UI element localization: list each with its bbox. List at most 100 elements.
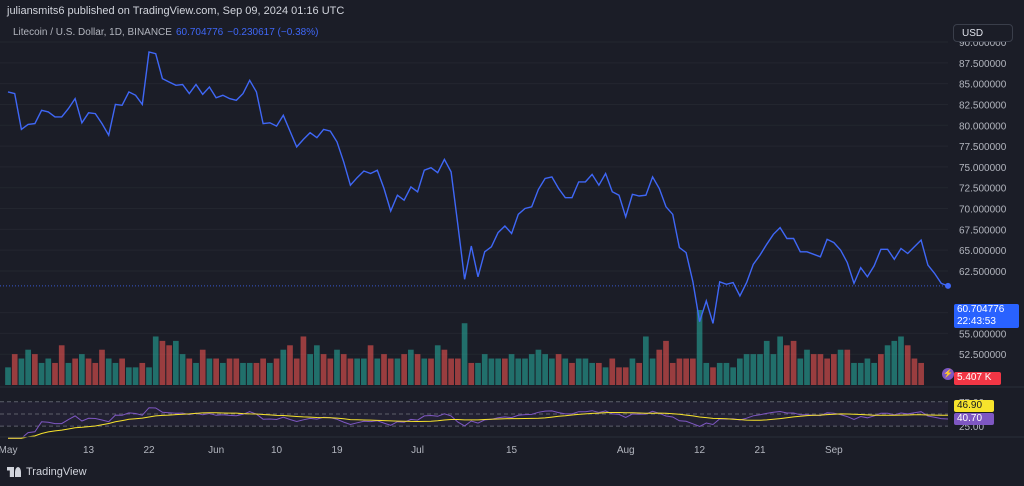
volume-bar (784, 345, 790, 385)
price-tick-label: 70.000000 (959, 205, 1007, 216)
volume-bar (696, 310, 703, 385)
volume-bar (824, 358, 830, 385)
volume-bar (636, 362, 642, 385)
volume-bar (777, 336, 783, 385)
volume-bar (542, 354, 548, 385)
flash-icon[interactable]: ⚡ (942, 368, 954, 380)
volume-bar (582, 358, 589, 385)
legend-last-price: 60.704776 (175, 27, 224, 38)
volume-bar (481, 354, 488, 385)
volume-bar (878, 354, 884, 385)
volume-bar (851, 362, 857, 385)
volume-bar (683, 358, 689, 385)
volume-bar (730, 367, 736, 385)
price-tick-label: 55.000000 (959, 329, 1007, 340)
time-tick-label: Aug (617, 445, 635, 456)
volume-bar (32, 354, 38, 385)
volume-bar (213, 358, 219, 385)
volume-bar (864, 358, 871, 385)
volume-bar (790, 340, 797, 385)
volume-bar (193, 362, 199, 385)
volume-bar (569, 362, 575, 385)
volume-bar (455, 358, 461, 385)
price-tick-label: 85.000000 (959, 80, 1007, 91)
volume-bar (126, 367, 132, 385)
rsi-tick-label: 25.00 (959, 422, 984, 433)
volume-bar (918, 362, 924, 385)
volume-bar (340, 354, 347, 385)
volume-bar (676, 358, 683, 385)
volume-bar (562, 358, 569, 385)
time-tick-label: 22 (143, 445, 155, 456)
price-tick-label: 72.500000 (959, 184, 1007, 195)
brand-logo[interactable]: TradingView (7, 466, 87, 478)
volume-bar (327, 358, 334, 385)
volume-bar (186, 358, 193, 385)
legend-change: −0.230617 (−0.38%) (227, 27, 319, 38)
volume-bar (448, 358, 454, 385)
volume-bar (609, 358, 616, 385)
time-tick-label: Jun (208, 445, 224, 456)
volume-bar (898, 336, 904, 385)
volume-bar (267, 362, 273, 385)
volume-bar (515, 358, 522, 385)
volume-bar (367, 345, 374, 385)
volume-bar (495, 358, 501, 385)
currency-button[interactable]: USD (953, 24, 1013, 42)
volume-bar (643, 336, 649, 385)
volume-bar (837, 349, 844, 385)
volume-bar (220, 362, 226, 385)
volume-bar (428, 358, 434, 385)
volume-bar (488, 358, 495, 385)
volume-bar (535, 349, 542, 385)
volume-bar (38, 362, 45, 385)
price-tick-label: 52.500000 (959, 350, 1007, 361)
volume-bar (293, 358, 300, 385)
volume-bar (260, 358, 266, 385)
volume-bar (320, 354, 327, 385)
volume-bar (629, 358, 636, 385)
volume-bar (25, 349, 31, 385)
volume-bar (173, 340, 179, 385)
volume-bar (159, 340, 166, 385)
volume-bar (911, 358, 918, 385)
volume-bar (119, 358, 125, 385)
price-tick-label: 77.500000 (959, 142, 1007, 153)
brand-name: TradingView (26, 466, 87, 478)
volume-bar (891, 340, 898, 385)
volume-bar (884, 345, 891, 385)
volume-bar (723, 362, 730, 385)
volume-bar (387, 358, 394, 385)
volume-bar (401, 354, 407, 385)
volume-bar (246, 362, 253, 385)
tradingview-logo-icon (7, 467, 21, 477)
volume-bar (79, 354, 85, 385)
volume-bar (656, 349, 663, 385)
volume-badge: 5.407 K (954, 372, 1001, 385)
volume-bar (690, 358, 696, 385)
volume-bar (622, 367, 629, 385)
countdown-value: 22:43:53 (957, 316, 996, 327)
time-tick-label: 21 (754, 445, 766, 456)
chart-canvas[interactable]: 90.000000 87.500000 85.000000 82.500000 80.0… (0, 22, 1024, 486)
price-tick-label: 87.500000 (959, 59, 1007, 70)
volume-bar (441, 349, 448, 385)
volume-bar (152, 336, 159, 385)
volume-bar (817, 354, 824, 385)
volume-bar (528, 354, 535, 385)
volume-bar (475, 362, 481, 385)
volume-bar (65, 362, 72, 385)
volume-bar (354, 358, 360, 385)
volume-bar (710, 367, 716, 385)
volume-bar (414, 354, 421, 385)
volume-bar (374, 358, 381, 385)
volume-bar (602, 367, 609, 385)
volume-bar (468, 362, 475, 385)
volume-bar (750, 354, 757, 385)
chart-legend: Litecoin / U.S. Dollar, 1D, BINANCE 60.7… (13, 27, 318, 38)
time-tick-label: Jul (411, 445, 424, 456)
volume-bar (199, 349, 206, 385)
volume-bar (179, 354, 186, 385)
volume-bar (757, 354, 763, 385)
volume-bar (139, 362, 146, 385)
